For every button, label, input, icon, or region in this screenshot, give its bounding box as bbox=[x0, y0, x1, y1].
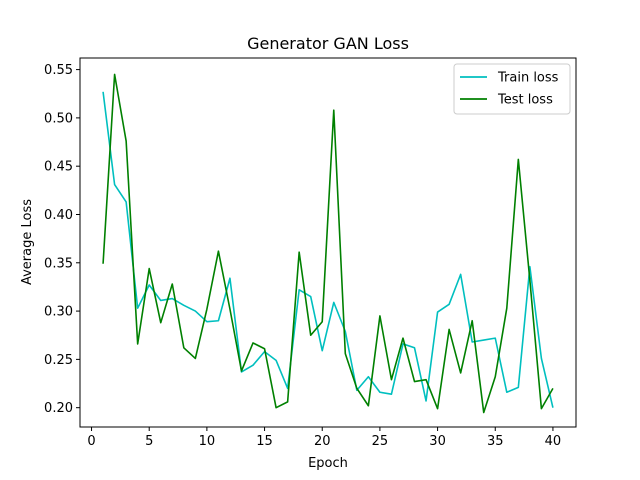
y-tick-label: 0.40 bbox=[44, 208, 73, 223]
series-line-train-loss bbox=[102, 91, 554, 408]
axes-layer: 0 5 10 15 20 25 30 35 40 0.20 0.25 0.30 0.35 0.40 0.45… bbox=[44, 57, 577, 449]
y-tick-label: 0.25 bbox=[44, 353, 73, 368]
x-tick-label: 30 bbox=[429, 434, 446, 449]
legend-label: Test loss bbox=[497, 93, 553, 108]
series-layer bbox=[102, 73, 554, 414]
y-tick-label: 0.50 bbox=[44, 111, 73, 126]
chart-title: Generator GAN Loss bbox=[247, 34, 409, 53]
plot-frame bbox=[79, 57, 577, 428]
x-tick-label: 15 bbox=[256, 434, 273, 449]
x-tick-label: 25 bbox=[372, 434, 389, 449]
x-tick-label: 20 bbox=[314, 434, 331, 449]
y-tick-label: 0.45 bbox=[44, 160, 73, 175]
series-line-test-loss bbox=[102, 73, 554, 414]
x-axis-label: Epoch bbox=[308, 456, 348, 471]
x-tick-label: 0 bbox=[87, 434, 95, 449]
y-axis-label: Average Loss bbox=[20, 199, 35, 285]
y-tick-label: 0.20 bbox=[44, 401, 73, 416]
y-tick-label: 0.30 bbox=[44, 305, 73, 320]
y-tick-label: 0.35 bbox=[44, 256, 73, 271]
x-tick-label: 10 bbox=[199, 434, 216, 449]
legend: Train loss Test loss bbox=[453, 63, 571, 115]
legend-label: Train loss bbox=[497, 71, 559, 86]
x-tick-label: 5 bbox=[145, 434, 153, 449]
x-tick-label: 40 bbox=[545, 434, 562, 449]
y-tick-label: 0.55 bbox=[44, 63, 73, 78]
x-tick-label: 35 bbox=[487, 434, 504, 449]
